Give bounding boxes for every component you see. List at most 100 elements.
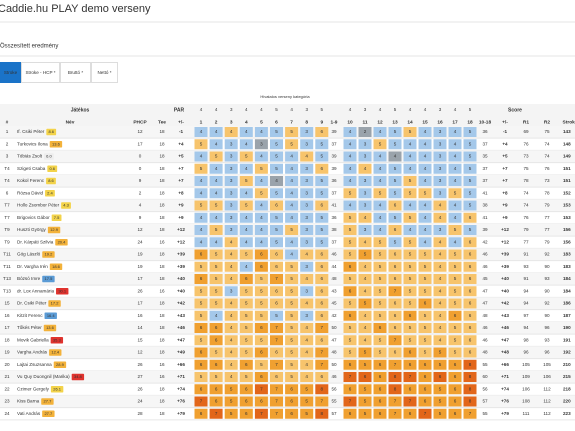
- tab-label[interactable]: Stroke - HCP *: [25, 70, 55, 75]
- score-cell: [418, 188, 432, 199]
- cell-back-total: 48: [482, 350, 488, 355]
- score-cell: [358, 237, 372, 248]
- column-header: 6: [275, 119, 278, 125]
- score-value: 6: [424, 362, 427, 367]
- score-value: 7: [275, 399, 278, 404]
- score-value: 4: [275, 178, 278, 183]
- score-cell: [254, 261, 268, 272]
- cell-round-diff: +71: [501, 374, 509, 379]
- score-cell: [194, 176, 208, 186]
- hcp-badge: [46, 128, 57, 136]
- score-value: 4: [379, 215, 382, 220]
- hcp-value: 2.4: [47, 190, 53, 195]
- score-value: 4: [245, 166, 248, 171]
- tab-label[interactable]: Stroke: [4, 70, 18, 75]
- score-value: 4: [230, 252, 233, 257]
- column-header: 16: [437, 119, 443, 125]
- score-cell: [285, 127, 299, 137]
- cell-pos: T11: [3, 252, 11, 257]
- score-value: 6: [200, 252, 203, 257]
- score-cell: [285, 188, 299, 199]
- score-cell: [254, 188, 268, 199]
- score-cell: [343, 225, 357, 235]
- par-value: 4: [454, 107, 457, 112]
- tab[interactable]: [91, 62, 118, 83]
- cell-front-total: 37: [331, 239, 337, 244]
- cell-pos: T9: [4, 239, 10, 244]
- score-cell: [315, 237, 329, 248]
- score-cell: [194, 347, 208, 358]
- score-cell: [270, 359, 283, 370]
- score-value: 5: [454, 227, 457, 232]
- hcp-value: 13.6: [52, 141, 61, 146]
- score-value: 4: [230, 350, 233, 355]
- cell-r2: 73: [544, 178, 550, 183]
- score-value: 6: [349, 288, 352, 293]
- score-value: 6: [349, 264, 352, 269]
- score-value: 5: [245, 288, 248, 293]
- score-value: 4: [200, 129, 203, 134]
- score-cell: [300, 347, 314, 358]
- score-cell: [315, 310, 329, 321]
- score-value: 4: [305, 374, 308, 379]
- score-cell: [403, 151, 417, 162]
- cell-total-diff: +7: [178, 178, 184, 183]
- score-value: 5: [260, 313, 263, 318]
- cell-stroke: 215: [563, 374, 571, 379]
- score-value: 3: [305, 190, 308, 195]
- score-value: 5: [349, 252, 352, 257]
- hcp-value: 6.0: [46, 154, 52, 159]
- cell-tee: 18: [159, 190, 165, 195]
- tab[interactable]: [60, 62, 91, 83]
- column-header: #: [6, 119, 9, 125]
- score-value: 5: [290, 350, 293, 355]
- score-cell: [358, 298, 372, 309]
- hcp-badge: [50, 336, 64, 344]
- score-value: 7: [394, 362, 397, 367]
- score-value: 5: [379, 337, 382, 342]
- score-cell: [254, 408, 268, 419]
- score-cell: [358, 310, 372, 321]
- tab[interactable]: [0, 62, 21, 83]
- cell-name: Bózsó Imre: [17, 276, 41, 281]
- cell-front-total: 36: [331, 215, 337, 220]
- score-cell: [239, 225, 253, 235]
- score-value: 5: [409, 264, 412, 269]
- column-header: 15: [422, 119, 428, 125]
- score-cell: [343, 347, 357, 358]
- cell-total-diff: +79: [177, 411, 185, 416]
- score-cell: [388, 384, 402, 395]
- tab-label[interactable]: Bruttó *: [68, 70, 84, 75]
- cell-name: Hollo Zsombor Péter: [17, 203, 60, 208]
- score-cell: [418, 151, 432, 162]
- cell-pos: 2: [6, 141, 9, 146]
- score-value: 5: [424, 288, 427, 293]
- score-cell: [403, 347, 417, 358]
- tab-label[interactable]: Nettó *: [97, 70, 111, 75]
- score-value: 4: [200, 215, 203, 220]
- score-value: 6: [321, 129, 324, 134]
- score-cell: [209, 372, 223, 382]
- score-cell: [343, 200, 357, 211]
- score-cell: [270, 372, 283, 382]
- score-value: 5: [424, 337, 427, 342]
- score-value: 4: [439, 203, 442, 208]
- cell-phcp: 12: [137, 350, 143, 355]
- column-header: 13: [392, 119, 398, 125]
- cell-front-total: 56: [331, 386, 337, 391]
- cell-tee: 18: [159, 337, 165, 342]
- tab[interactable]: [21, 62, 60, 83]
- cell-r2: 74: [544, 154, 550, 159]
- cell-stroke: 156: [563, 227, 571, 232]
- score-cell: [373, 396, 387, 407]
- cell-tee: 16: [159, 239, 165, 244]
- score-cell: [448, 372, 462, 382]
- score-cell: [358, 286, 372, 297]
- cell-round-diff: -1: [503, 129, 508, 134]
- score-value: 4: [439, 239, 442, 244]
- cell-total-diff: +9: [178, 203, 184, 208]
- score-value: 4: [424, 227, 427, 232]
- score-value: 5: [260, 276, 263, 281]
- score-value: 4: [230, 264, 233, 269]
- cell-round-diff: +4: [502, 141, 508, 146]
